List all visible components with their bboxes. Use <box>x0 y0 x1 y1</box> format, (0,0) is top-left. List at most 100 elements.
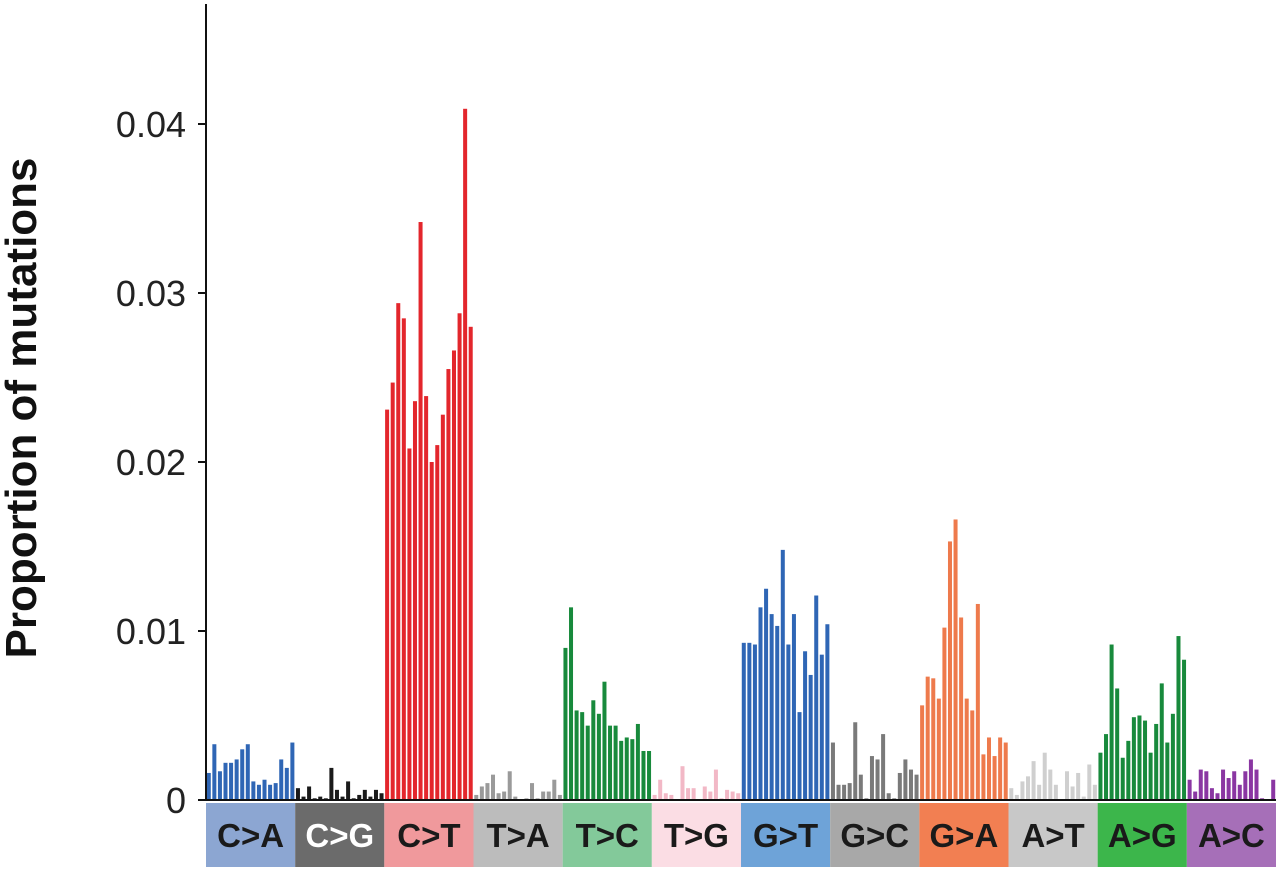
bar-G-to-T-15 <box>819 654 824 800</box>
bar-C-to-T-12 <box>446 369 451 800</box>
group-label-C-to-G: C>G <box>305 817 374 854</box>
bar-T-to-A-1 <box>474 794 479 800</box>
bar-A-to-T-8 <box>1048 769 1053 800</box>
bar-T-to-C-5 <box>585 725 590 800</box>
bar-G-to-T-13 <box>808 674 813 800</box>
bar-C-to-A-11 <box>262 779 267 800</box>
bar-G-to-A-6 <box>947 541 952 800</box>
bar-A-to-T-4 <box>1026 776 1031 800</box>
bar-G-to-T-11 <box>797 712 802 800</box>
y-axis: 0 0.01 0.02 0.03 0.04 <box>116 4 1276 821</box>
bar-C-to-A-7 <box>240 749 245 800</box>
bar-A-to-G-11 <box>1154 723 1159 800</box>
bar-G-to-T-16 <box>825 624 830 800</box>
bar-G-to-A-12 <box>981 754 986 800</box>
bar-A-to-C-4 <box>1204 771 1209 800</box>
bar-A-to-C-6 <box>1215 793 1220 800</box>
bar-G-to-A-1 <box>920 705 925 800</box>
bar-A-to-C-1 <box>1187 779 1192 800</box>
group-box-T-to-C <box>562 803 652 867</box>
group-box-C-to-G <box>295 803 385 867</box>
bar-C-to-A-5 <box>229 762 234 800</box>
bar-T-to-A-16 <box>557 794 562 800</box>
bar-T-to-A-11 <box>530 783 535 800</box>
bar-C-to-G-7 <box>329 767 334 800</box>
bar-A-to-G-2 <box>1104 734 1109 800</box>
group-box-C-to-A <box>206 803 296 867</box>
bar-T-to-C-8 <box>602 681 607 800</box>
group-label-C-to-A: C>A <box>217 817 284 854</box>
bar-T-to-G-4 <box>669 794 674 800</box>
bar-G-to-T-4 <box>758 607 763 800</box>
bar-A-to-C-12 <box>1248 759 1253 800</box>
bar-G-to-T-10 <box>791 614 796 800</box>
bar-C-to-G-2 <box>301 796 306 800</box>
bar-G-to-A-13 <box>986 737 991 800</box>
group-label-A-to-C: A>C <box>1198 817 1265 854</box>
bar-T-to-G-3 <box>663 793 668 800</box>
bar-G-to-A-2 <box>925 676 930 800</box>
bar-T-to-A-13 <box>541 791 546 800</box>
group-box-A-to-G <box>1097 803 1187 867</box>
bar-A-to-G-4 <box>1115 688 1120 800</box>
bar-T-to-A-3 <box>485 783 490 800</box>
bar-C-to-T-2 <box>390 382 395 800</box>
bar-C-to-T-11 <box>440 414 445 800</box>
bar-G-to-A-5 <box>942 627 947 800</box>
group-label-G-to-T: G>T <box>753 817 818 854</box>
bar-G-to-C-6 <box>858 774 863 800</box>
bar-A-to-T-14 <box>1081 796 1086 800</box>
bar-G-to-A-4 <box>936 698 941 800</box>
group-label-T-to-A: T>A <box>486 817 549 854</box>
bar-A-to-T-15 <box>1087 764 1092 800</box>
bar-A-to-G-8 <box>1137 715 1142 800</box>
bar-A-to-G-7 <box>1131 717 1136 800</box>
bar-G-to-C-15 <box>908 769 913 800</box>
bar-C-to-A-1 <box>206 772 211 800</box>
bar-T-to-C-13 <box>630 739 635 800</box>
bar-A-to-C-7 <box>1221 769 1226 800</box>
bar-G-to-T-3 <box>752 644 757 800</box>
bar-C-to-G-13 <box>362 789 367 800</box>
group-label-layer: C>A C>G C>T T>A T>C T>G G>T G>C G>A A>T A>G A>C <box>206 803 1276 867</box>
bar-A-to-C-8 <box>1226 778 1231 800</box>
bar-A-to-C-5 <box>1209 788 1214 800</box>
bar-A-to-C-11 <box>1243 771 1248 800</box>
bar-G-to-A-7 <box>953 519 958 800</box>
bar-T-to-C-11 <box>619 740 624 800</box>
bar-A-to-G-1 <box>1098 752 1103 800</box>
bar-C-to-T-8 <box>424 396 429 800</box>
bar-G-to-T-1 <box>741 642 746 800</box>
bar-G-to-C-9 <box>875 759 880 800</box>
bar-C-to-G-12 <box>357 794 362 800</box>
bar-A-to-T-6 <box>1037 784 1042 800</box>
bar-T-to-G-6 <box>680 766 685 800</box>
bar-C-to-T-7 <box>418 222 423 800</box>
bar-C-to-T-3 <box>396 303 401 800</box>
group-label-T-to-C: T>C <box>576 817 639 854</box>
bar-C-to-A-6 <box>234 759 239 800</box>
bar-G-to-C-3 <box>842 784 847 800</box>
group-label-G-to-C: G>C <box>840 817 909 854</box>
bar-T-to-A-5 <box>496 793 501 800</box>
bar-A-to-T-16 <box>1092 784 1097 800</box>
bar-C-to-T-1 <box>385 409 390 800</box>
bar-G-to-A-10 <box>970 710 975 800</box>
bar-C-to-A-10 <box>256 784 261 800</box>
group-label-A-to-T: A>T <box>1021 817 1084 854</box>
bar-C-to-A-8 <box>245 744 250 800</box>
group-box-T-to-G <box>651 803 741 867</box>
y-tick-label: 0.02 <box>116 442 186 483</box>
bar-G-to-A-11 <box>975 603 980 800</box>
bar-T-to-A-4 <box>491 774 496 800</box>
bar-C-to-A-3 <box>217 771 222 800</box>
bar-G-to-T-7 <box>775 625 780 800</box>
bar-A-to-G-5 <box>1120 757 1125 800</box>
bar-C-to-G-3 <box>307 786 312 800</box>
bar-A-to-G-12 <box>1159 683 1164 800</box>
group-box-G-to-A <box>919 803 1009 867</box>
bar-G-to-C-10 <box>881 734 886 800</box>
bar-G-to-C-2 <box>836 784 841 800</box>
bar-G-to-A-14 <box>992 756 997 800</box>
